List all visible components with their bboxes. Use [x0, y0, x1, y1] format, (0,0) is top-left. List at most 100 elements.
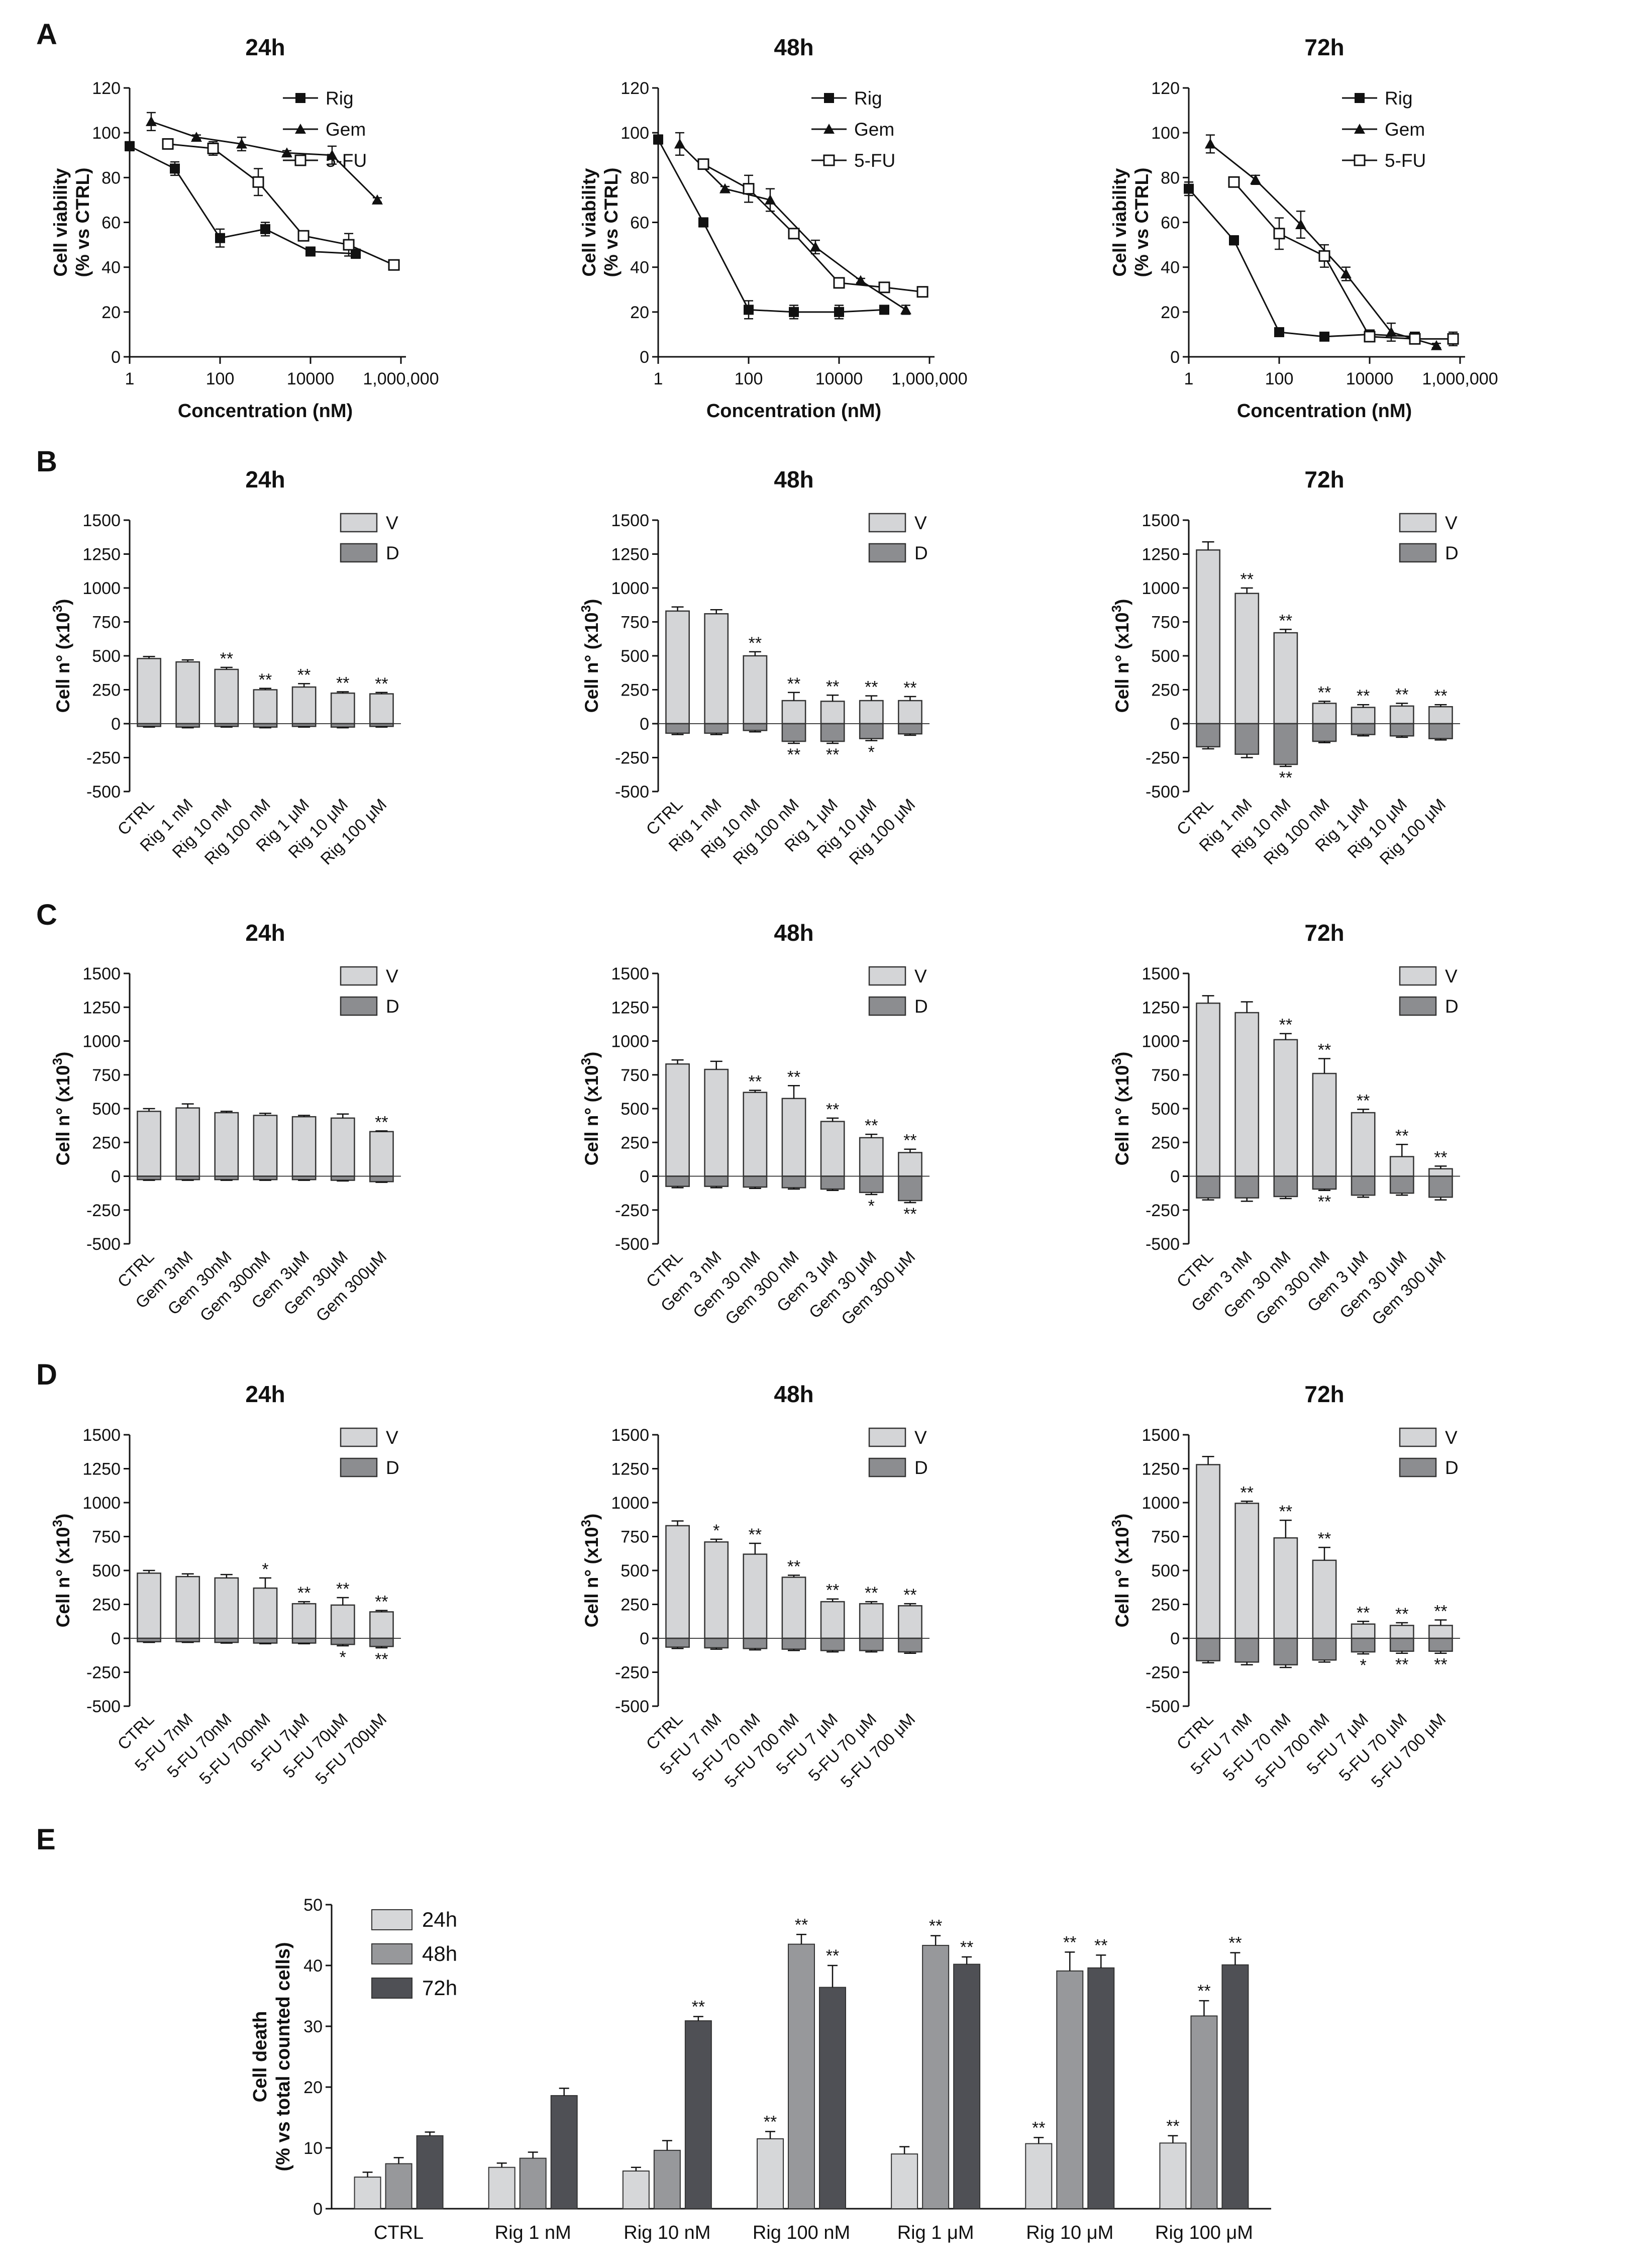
significance-mark: **	[259, 670, 272, 689]
bar-dead	[1351, 1175, 1376, 1196]
legend-swatch-V	[340, 1427, 378, 1447]
bar-dead	[781, 1637, 806, 1650]
bar-dead	[743, 1637, 768, 1649]
y-axis-label: Cell death (% vs total counted cells)	[250, 1942, 294, 2171]
chart-title: 24h	[245, 466, 285, 492]
y-tick-label: 1250	[1142, 1460, 1180, 1479]
y-tick-label: 750	[92, 1528, 121, 1547]
x-axis-label: Concentration (nM)	[1237, 401, 1412, 422]
significance-mark: **	[826, 677, 839, 696]
bar-viable	[665, 610, 690, 725]
significance-mark: **	[1434, 686, 1447, 706]
y-tick-label: 30	[303, 2017, 323, 2036]
significance-mark: **	[865, 1116, 878, 1135]
y-tick-label: 0	[640, 715, 649, 734]
legend-label: V	[914, 513, 927, 533]
bar-dead	[137, 1637, 161, 1642]
data-point-Gem	[190, 132, 202, 142]
significance-mark: **	[1279, 768, 1292, 787]
y-tick-label: 1250	[611, 1460, 649, 1479]
legend-swatch-V	[340, 513, 378, 533]
legend-label: D	[1445, 996, 1459, 1017]
bar-dead	[743, 1175, 768, 1188]
legend-swatch-72h	[371, 1978, 412, 1999]
data-point-Gem	[1250, 174, 1261, 184]
chart-title: 24h	[245, 34, 285, 60]
data-point-5-FU	[788, 228, 800, 240]
x-tick-label: 1,000,000	[891, 369, 967, 388]
bar-viable	[743, 1092, 768, 1177]
legend-swatch-D	[340, 1457, 378, 1477]
y-tick-label: 1500	[1142, 1426, 1180, 1445]
y-tick-label: 750	[92, 1066, 121, 1085]
series-line-Gem	[151, 121, 378, 201]
significance-mark: **	[929, 1917, 942, 1936]
chart-title: 48h	[774, 34, 813, 60]
legend-swatch-V	[1399, 513, 1437, 533]
bar-dead	[1312, 1637, 1337, 1661]
significance-mark: **	[826, 1946, 839, 1965]
legend-swatch-D	[340, 543, 378, 563]
significance-mark: *	[1360, 1656, 1367, 1675]
bar-viable	[781, 1098, 806, 1177]
y-tick-label: 60	[630, 214, 649, 233]
significance-mark: **	[903, 678, 916, 698]
y-tick-label: 1500	[82, 1426, 121, 1445]
legend-swatch-D	[1399, 996, 1437, 1016]
bar-dead	[820, 1637, 845, 1651]
bar-72h	[416, 2135, 444, 2209]
legend-label: D	[1445, 1457, 1459, 1478]
x-axis-label: Concentration (nM)	[706, 401, 881, 422]
data-point-5-FU	[252, 176, 264, 188]
bar-viable	[291, 686, 317, 725]
data-point-5-FU	[1318, 250, 1330, 262]
significance-mark: **	[1318, 1040, 1331, 1059]
significance-mark: **	[1063, 1933, 1076, 1952]
data-point-5-FU	[1409, 333, 1421, 345]
y-tick-label: 0	[111, 348, 121, 367]
bar-24h	[354, 2177, 381, 2210]
series-line-5-FU	[167, 143, 394, 266]
y-tick-label: 500	[621, 647, 649, 666]
chart-title: 24h	[245, 920, 285, 946]
y-axis-label: Cell n° (x103)	[50, 599, 73, 713]
data-point-5-FU	[207, 142, 219, 154]
x-tick-label: 10000	[287, 369, 335, 388]
bar-dead	[665, 1175, 690, 1187]
bar-72h	[953, 1963, 981, 2210]
legend-label: D	[386, 996, 399, 1017]
data-point-Rig	[1184, 183, 1194, 194]
bar-dead	[704, 1175, 729, 1187]
significance-mark: **	[960, 1938, 973, 1957]
y-tick-label: 250	[621, 1133, 649, 1152]
category-label: Rig 100 nM	[753, 2222, 850, 2243]
category-label: Rig 1 nM	[495, 2222, 571, 2243]
bar-dead	[253, 1637, 278, 1644]
bar-viable	[1389, 1625, 1414, 1639]
significance-mark: **	[1240, 570, 1253, 589]
legend-swatch-D	[1399, 543, 1437, 563]
legend-label: V	[386, 966, 398, 987]
bar-dead	[369, 1175, 394, 1183]
bar-dead	[214, 1637, 239, 1643]
significance-mark: **	[1357, 1091, 1370, 1110]
data-point-Rig	[1274, 327, 1284, 337]
bar-viable	[330, 693, 355, 725]
series-line-Rig	[1188, 188, 1415, 338]
significance-mark: **	[787, 1067, 800, 1087]
y-tick-label: -500	[615, 1697, 649, 1716]
panel-letter-a: A	[36, 18, 57, 51]
y-tick-label: -250	[615, 749, 649, 768]
series-line-5-FU	[703, 163, 923, 293]
y-tick-label: 250	[621, 1596, 649, 1615]
category-label: CTRL	[374, 2222, 424, 2243]
bar-viable	[253, 1587, 278, 1639]
y-axis-label: Cell n° (x103)	[578, 1514, 602, 1628]
y-tick-label: -500	[615, 782, 649, 802]
bar-dead	[1428, 723, 1453, 739]
bar-dead	[1428, 1175, 1453, 1198]
bar-viable	[330, 1117, 355, 1177]
significance-mark: **	[1279, 611, 1292, 630]
bar-dead	[369, 723, 394, 727]
legend-label: Rig	[326, 88, 354, 109]
